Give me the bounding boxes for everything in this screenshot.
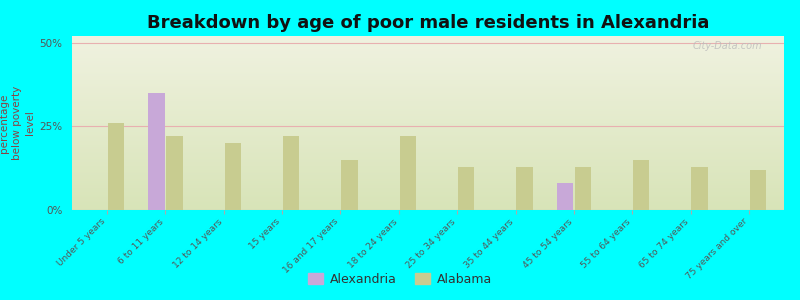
Bar [108,123,124,210]
Bar [225,143,241,210]
Bar [633,160,650,210]
Bar [148,93,165,210]
Bar [516,167,533,210]
Text: City-Data.com: City-Data.com [693,41,762,51]
Legend: Alexandria, Alabama: Alexandria, Alabama [303,268,497,291]
Bar [691,167,708,210]
Bar [342,160,358,210]
Y-axis label: percentage
below poverty
level: percentage below poverty level [0,86,35,160]
Bar [400,136,416,210]
Title: Breakdown by age of poor male residents in Alexandria: Breakdown by age of poor male residents … [147,14,709,32]
Bar [574,167,591,210]
Bar [458,167,474,210]
Bar [557,183,573,210]
Bar [750,170,766,210]
Bar [166,136,182,210]
Bar [283,136,299,210]
